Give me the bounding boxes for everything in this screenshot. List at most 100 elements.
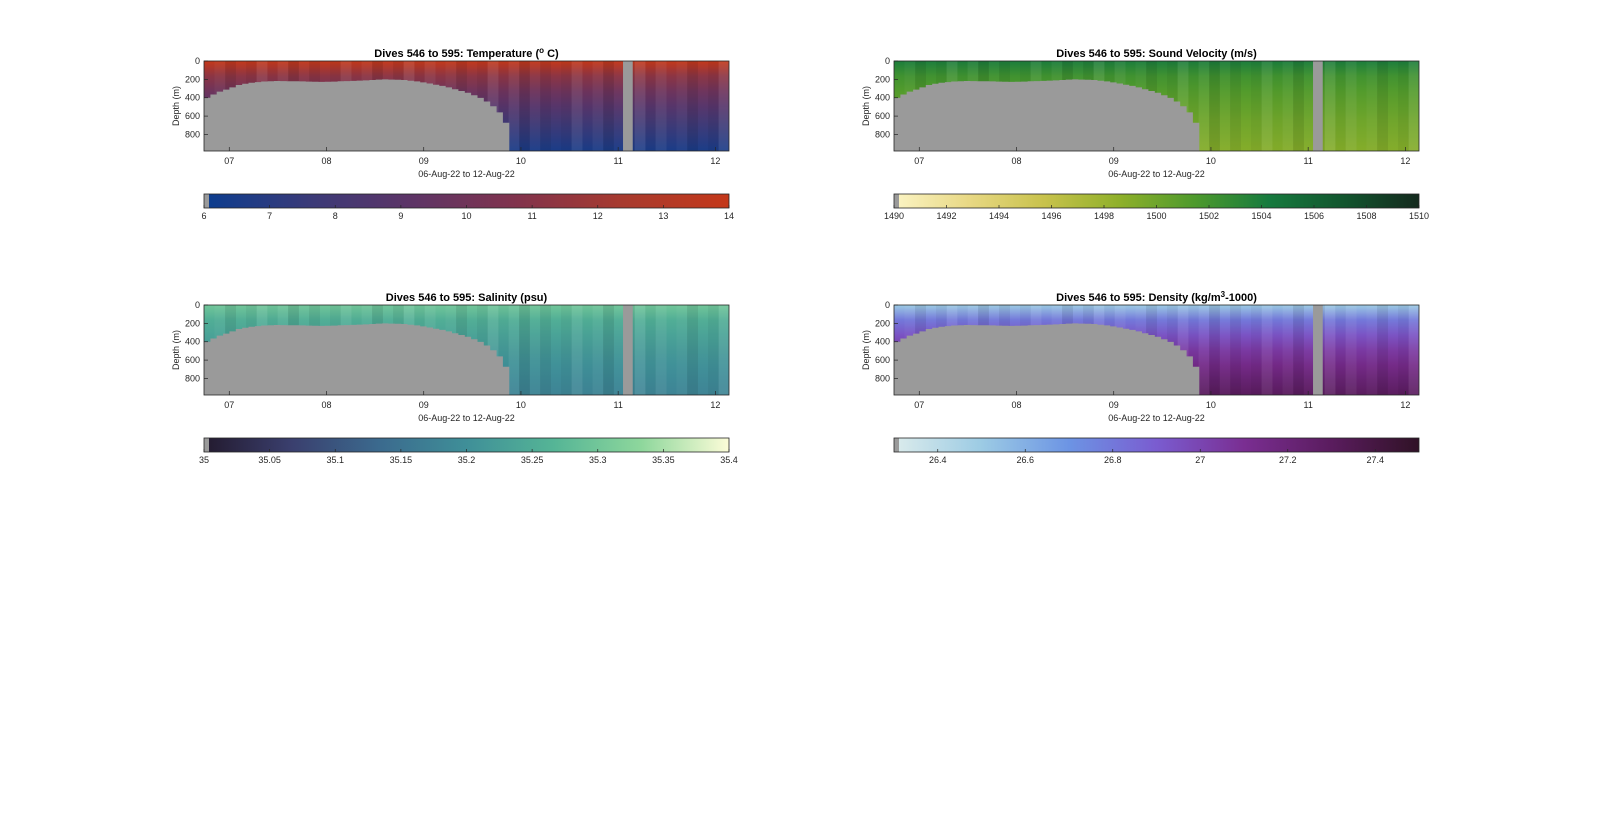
y-tick-label: 0 [195,300,200,310]
dive-column [1177,61,1189,151]
x-tick-label: 09 [419,156,429,166]
dive-column [1293,305,1304,395]
colorbar-tick-label: 35.2 [458,455,476,465]
x-tick-label: 11 [613,156,622,166]
dive-column [718,61,730,151]
colorbar-no-data-swatch [894,438,899,452]
colorbar-tick-label: 11 [527,211,536,221]
colorbar-no-data-swatch [894,194,899,208]
y-tick-label: 0 [195,56,200,66]
dive-column [540,305,551,395]
dive-column [655,305,667,395]
x-tick-label: 09 [1109,156,1119,166]
dive-column [1272,305,1283,395]
dive-column [645,305,656,395]
chart-title: Dives 546 to 595: Salinity (psu) [386,292,548,304]
dive-column [561,61,572,151]
colorbar-tick-label: 26.6 [1016,455,1034,465]
x-axis-label: 06-Aug-22 to 12-Aug-22 [1108,169,1205,179]
colorbar-tick-label: 14 [724,211,734,221]
panel-3: Dives 546 to 595: Density (kg/m3-1000) 0 2… [861,290,1420,465]
dive-column [508,61,520,151]
dive-column [1408,305,1420,395]
dive-column [1335,305,1346,395]
colorbar-tick-label: 35.3 [589,455,607,465]
dive-column [698,61,709,151]
dive-column [530,61,541,151]
dive-column [1388,305,1399,395]
dive-column [1282,305,1294,395]
dive-column [687,305,698,395]
y-axis-label: Depth (m) [861,330,871,370]
dive-column [519,61,530,151]
dive-column [571,61,583,151]
colorbar-tick-label: 1498 [1094,211,1114,221]
dive-column [1230,61,1241,151]
colorbar-tick-label: 9 [398,211,403,221]
dive-column [645,61,656,151]
y-tick-label: 200 [875,318,890,328]
colorbar-no-data-swatch [204,194,209,208]
dive-column [1209,61,1220,151]
dive-column [687,61,698,151]
panel-1: Dives 546 to 595: Sound Velocity (m/s) 0 2… [861,48,1429,221]
colorbar-tick-label: 12 [593,211,603,221]
data-gap [623,305,633,395]
dive-column [1209,305,1220,395]
y-tick-label: 600 [875,355,890,365]
colorbar-no-data-swatch [204,438,209,452]
y-tick-label: 200 [185,74,200,84]
y-tick-label: 200 [875,74,890,84]
colorbar-frame [893,437,1420,453]
colorbar-tick-label: 35.1 [326,455,344,465]
dive-column [677,305,688,395]
x-tick-label: 09 [419,400,429,410]
x-tick-label: 12 [1400,400,1410,410]
y-tick-label: 400 [185,93,200,103]
colorbar [894,438,1419,452]
dive-column [1282,61,1294,151]
dive-column [1345,61,1357,151]
dive-column [1261,305,1273,395]
colorbar-tick-label: 1508 [1356,211,1376,221]
x-tick-label: 08 [321,400,331,410]
y-tick-label: 0 [885,300,890,310]
colorbar-tick-label: 35.35 [652,455,675,465]
title-main: Dives 546 to 595: Sound Velocity (m/s) [1056,48,1257,60]
x-axis-label: 06-Aug-22 to 12-Aug-22 [418,413,515,423]
dive-column [1388,61,1399,151]
x-tick-label: 10 [516,400,526,410]
colorbar [204,438,729,452]
dive-column [1345,305,1357,395]
dive-column [1251,305,1262,395]
dive-column [1198,305,1210,395]
dive-column [561,305,572,395]
colorbar-tick-label: 1494 [989,211,1009,221]
dive-column [1293,61,1304,151]
x-tick-label: 11 [613,400,622,410]
title-main: Dives 546 to 595: Density (kg/m [1056,292,1221,304]
dive-column [1220,305,1231,395]
dive-column [540,61,551,151]
dive-column [487,305,499,395]
dive-column [1408,61,1420,151]
dive-column [655,61,667,151]
colorbar-tick-label: 35.25 [521,455,544,465]
seafloor-no-data [204,79,510,151]
colorbar-tick-label: 27.2 [1279,455,1297,465]
dive-column [1177,305,1189,395]
colorbar-tick-label: 1490 [884,211,904,221]
dive-column [582,305,593,395]
panel-0: Dives 546 to 595: Temperature (o C) 0 200 4… [171,46,734,221]
x-tick-label: 09 [1109,400,1119,410]
data-gap [1313,61,1323,151]
colorbar [204,194,729,208]
x-tick-label: 07 [224,400,234,410]
dive-column [487,61,499,151]
y-tick-label: 800 [185,129,200,139]
dive-column [1367,61,1378,151]
axes-box [893,60,1420,152]
x-tick-label: 12 [1400,156,1410,166]
dive-column [677,61,688,151]
